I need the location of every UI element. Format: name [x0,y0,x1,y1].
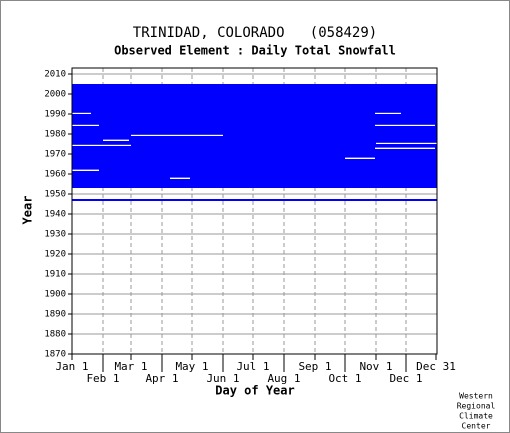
y-axis-label: Year [21,196,35,225]
missing-block [72,144,131,146]
record-block [72,199,437,201]
y-tick-label: 1920 [44,250,66,260]
x-tick-label: Apr 1 [145,372,178,385]
credit: Western [459,392,493,401]
y-tick-label: 1890 [44,310,66,320]
x-tick-label: Jun 1 [206,372,239,385]
x-tick-label: Mar 1 [114,360,147,373]
missing-block [345,157,375,159]
record-block [72,84,437,188]
credit: Climate [459,412,493,421]
x-tick-label: May 1 [175,360,208,373]
y-tick-label: 1940 [44,210,66,220]
x-tick-label: Oct 1 [328,372,361,385]
y-tick-label: 1960 [44,170,66,180]
plot-border [71,67,438,355]
y-tick-label: 1900 [44,290,66,300]
y-tick-label: 1870 [44,350,66,360]
y-tick-label: 1930 [44,230,66,240]
missing-block [375,147,435,149]
x-tick-label: Aug 1 [267,372,300,385]
x-tick-label: Nov 1 [359,360,392,373]
missing-block [131,134,223,136]
missing-block [72,169,99,171]
missing-block [170,177,190,179]
missing-block [375,124,435,126]
x-tick-label: Dec 1 [389,372,422,385]
y-tick-label: 1990 [44,110,66,120]
y-tick-label: 2010 [44,70,66,80]
chart-subtitle: Observed Element : Daily Total Snowfall [114,44,396,58]
x-axis-label: Day of Year [215,384,294,398]
missing-block [375,112,401,114]
x-tick-label: Sep 1 [298,360,331,373]
y-tick-label: 1910 [44,270,66,280]
y-tick-label: 1980 [44,130,66,140]
credit: Regional [457,402,496,411]
y-tick-label: 1950 [44,190,66,200]
chart-title: TRINIDAD, COLORADO (058429) [133,25,377,41]
x-tick-label: Jan 1 [55,360,88,373]
missing-block [72,112,91,114]
y-tick-label: 2000 [44,90,66,100]
missing-block [72,124,99,126]
missing-block [103,139,129,141]
x-tick-label: Dec 31 [416,360,456,373]
x-tick-label: Jul 1 [236,360,269,373]
credit: Center [462,422,491,431]
y-tick-label: 1970 [44,150,66,160]
x-tick-label: Feb 1 [86,372,119,385]
y-tick-label: 1880 [44,330,66,340]
missing-block [376,142,437,144]
